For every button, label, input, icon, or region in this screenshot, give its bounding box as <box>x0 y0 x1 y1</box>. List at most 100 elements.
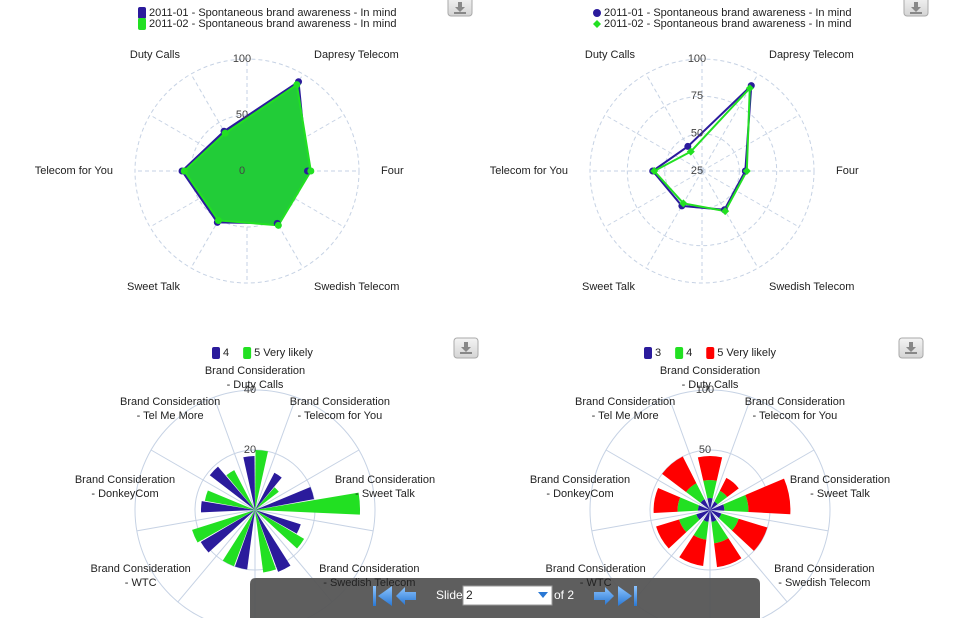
legend-marker <box>243 347 252 359</box>
bar <box>255 487 279 510</box>
category-label: Brand Consideration - Tel Me More <box>574 395 676 422</box>
point <box>745 84 754 93</box>
legend-label: 5 Very likely <box>254 347 313 359</box>
y-tick-label: 50 <box>236 109 248 121</box>
bar <box>234 510 255 570</box>
bar <box>697 455 723 481</box>
y-tick-label: 75 <box>691 90 703 102</box>
bar <box>679 535 707 566</box>
slide-label: Slide <box>436 588 463 602</box>
spoke <box>645 73 703 172</box>
area <box>182 82 312 227</box>
spoke <box>604 114 703 172</box>
download-button[interactable] <box>447 0 473 17</box>
point <box>214 216 222 224</box>
y-tick-label: 0 <box>239 165 245 177</box>
point <box>684 142 692 150</box>
bar <box>677 497 699 512</box>
legend-marker <box>593 20 601 28</box>
bar <box>679 514 700 533</box>
legend-item[interactable]: 2011-02 - Spontaneous brand awareness - … <box>138 18 396 30</box>
legend-item[interactable]: 2011-01 - Spontaneous brand awareness - … <box>593 7 851 19</box>
bar <box>653 487 681 513</box>
point <box>650 167 659 175</box>
y-tick-label: 50 <box>699 444 711 456</box>
category-label: Four <box>836 165 859 177</box>
category-label: Telecom for You <box>490 165 568 177</box>
bar <box>710 504 725 511</box>
bar <box>255 450 268 510</box>
legend-label: 2011-02 - Spontaneous brand awareness - … <box>604 18 851 30</box>
bar <box>718 513 739 531</box>
category-label: Brand Consideration - Duty Calls <box>659 365 761 391</box>
category-label: Brand Consideration - Sweet Talk <box>334 474 436 501</box>
legend-item[interactable]: 2011-02 - Spontaneous brand awareness - … <box>593 18 851 30</box>
legend-label: 4 <box>223 347 229 359</box>
bar <box>707 498 713 510</box>
category-label: Sweet Talk <box>127 281 180 293</box>
bar <box>255 510 305 549</box>
legend-label: 2011-01 - Spontaneous brand awareness - … <box>604 7 851 19</box>
download-button[interactable] <box>898 337 924 359</box>
next-slide-button[interactable] <box>594 587 614 605</box>
category-label: Brand Consideration - Tel Me More <box>119 395 221 422</box>
category-label: Brand Consideration - WTC <box>545 563 646 589</box>
legend-item[interactable]: 5 Very likely <box>706 347 776 359</box>
bar <box>200 501 255 513</box>
polar-chart: 25 50 75 100 Dapresy Telecom Four Swedish Tele… <box>490 49 859 293</box>
point <box>742 167 751 175</box>
bar <box>255 492 360 515</box>
grid-circle <box>134 389 376 618</box>
point <box>274 221 282 229</box>
bar <box>255 510 301 534</box>
bar <box>204 490 255 510</box>
download-button[interactable] <box>903 0 929 17</box>
category-label: Dapresy Telecom <box>769 49 854 61</box>
spoke <box>701 114 800 172</box>
legend-item[interactable]: 4 <box>675 347 692 359</box>
y-tick-label: 25 <box>691 165 703 177</box>
bar <box>696 510 710 520</box>
legend-marker <box>138 7 146 19</box>
bar <box>255 472 282 510</box>
point <box>686 147 695 156</box>
last-slide-button[interactable] <box>618 586 637 606</box>
category-label: Brand Consideration - Swedish Telecom <box>774 563 875 589</box>
legend-item[interactable]: 4 <box>212 347 229 359</box>
download-button[interactable] <box>453 337 479 359</box>
previous-slide-button[interactable] <box>396 587 416 605</box>
legend-item[interactable]: 2011-01 - Spontaneous brand awareness - … <box>138 7 396 19</box>
slide-select[interactable]: 2 <box>462 585 553 606</box>
spoke <box>604 170 703 228</box>
category-label: Swedish Telecom <box>314 281 399 293</box>
first-slide-button[interactable] <box>373 586 392 606</box>
legend-marker <box>212 347 220 359</box>
bar <box>222 510 255 567</box>
category-label: Four <box>381 165 404 177</box>
bar <box>710 510 722 519</box>
bar <box>723 494 749 513</box>
bar <box>243 456 255 510</box>
polar-chart: 50 100 <box>589 384 831 618</box>
legend-item[interactable]: 5 Very likely <box>243 347 313 359</box>
category-label: Brand Consideration - Swedish Telecom <box>319 563 420 589</box>
legend-marker <box>706 347 715 359</box>
bar <box>200 510 255 553</box>
category-label: Brand Consideration - DonkeyCom <box>529 474 631 501</box>
y-tick-label: 100 <box>233 53 251 65</box>
grid-circle <box>589 58 815 284</box>
bar <box>703 480 717 499</box>
slide-navigation: Slide 2 of 2 <box>250 578 760 618</box>
legend-item[interactable]: 3 <box>644 347 661 359</box>
point <box>293 81 301 89</box>
category-label: Telecom for You <box>35 165 113 177</box>
legend-label: 2011-01 - Spontaneous brand awareness - … <box>149 7 396 19</box>
y-tick-label: 50 <box>691 128 703 140</box>
bar <box>700 499 710 510</box>
spoke <box>645 170 703 269</box>
spoke <box>701 170 800 228</box>
legend-marker <box>138 18 146 30</box>
legend-label: 4 <box>686 347 692 359</box>
bar <box>719 477 739 498</box>
